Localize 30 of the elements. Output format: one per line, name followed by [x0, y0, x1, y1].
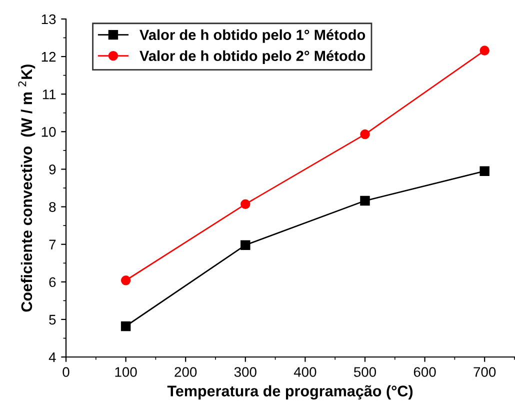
- point: [480, 166, 490, 176]
- point: [480, 46, 490, 56]
- y-tick-label: 10: [42, 127, 56, 137]
- point: [360, 129, 370, 140]
- y-tick-label: 13: [42, 14, 56, 24]
- y-tick-label: 9: [49, 164, 56, 174]
- x-tick-label: 100: [115, 367, 137, 377]
- x-tick-label: 300: [234, 367, 256, 377]
- x-tick-label: 200: [174, 367, 197, 377]
- point: [240, 199, 250, 210]
- x-tick-label: 500: [354, 367, 376, 377]
- y-tick-label: 12: [42, 52, 56, 62]
- x-tick-label: 0: [62, 367, 70, 377]
- y-tick-label: 8: [49, 202, 56, 212]
- point: [360, 196, 370, 206]
- x-tick-label: 600: [414, 367, 436, 377]
- y-tick-label: 6: [49, 277, 56, 288]
- y-axis-title: Coeficiente convectivo (W / m $^{2}$K): [18, 64, 36, 312]
- x-tick-label: 400: [294, 367, 316, 377]
- y-tick-label: 5: [49, 314, 56, 325]
- legend-label: Valor de h obtido pelo 1° Método: [140, 29, 366, 43]
- legend-label: Valor de h obtido pelo 2° Método: [140, 50, 366, 64]
- point: [240, 240, 250, 250]
- point: [120, 276, 131, 286]
- y-tick-label: 4: [48, 352, 56, 362]
- y-tick-label: 11: [42, 90, 56, 100]
- x-axis-title: Temperatura de programação (°C): [167, 385, 413, 400]
- x-tick-label: 700: [474, 367, 496, 377]
- y-tick-label: 7: [49, 240, 56, 250]
- point: [120, 321, 131, 332]
